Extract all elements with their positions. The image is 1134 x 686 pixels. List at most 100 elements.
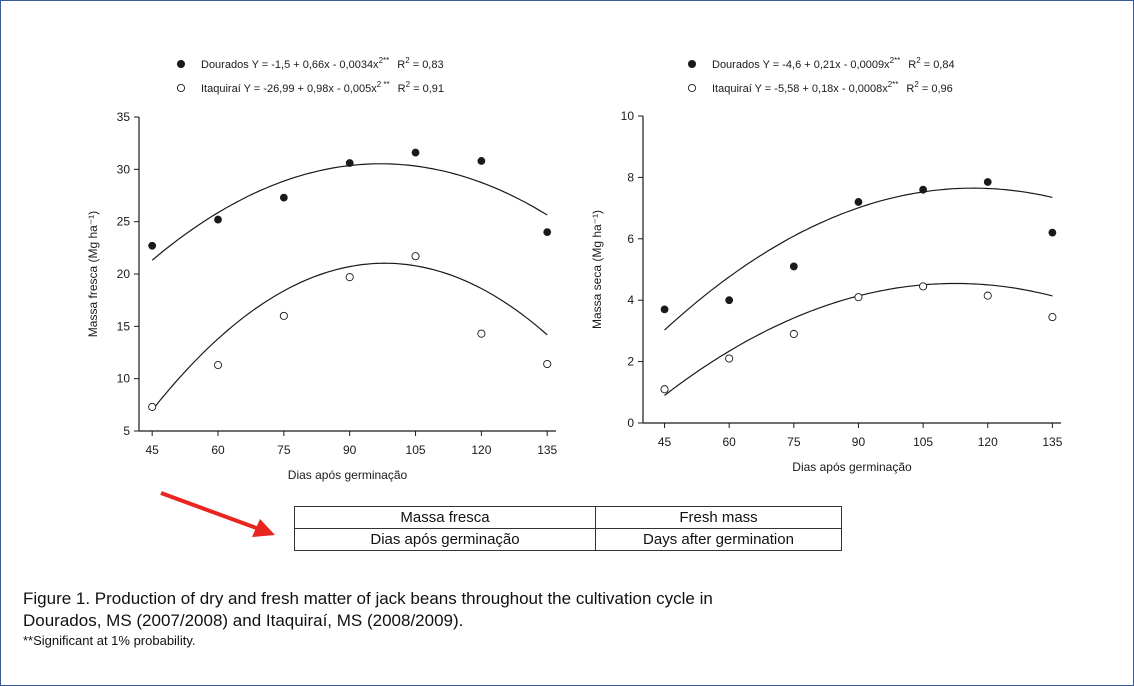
x-tick-label: 60 — [211, 443, 225, 457]
data-point-itaquirai — [983, 291, 992, 300]
legend-text-part: 2 — [916, 56, 921, 65]
y-axis-title: Massa fresca (Mg ha⁻¹) — [86, 211, 100, 337]
legend-marker — [176, 83, 186, 93]
translation-table: Massa fresca Fresh mass Dias após germin… — [294, 506, 842, 551]
y-tick-label: 10 — [621, 109, 635, 123]
chart-fresh-mass: 5 10 15 20 25 30 35 45 60 75 90 105 120 135 Dias após … — [86, 56, 558, 482]
x-axis-title: Dias após germinação — [792, 460, 912, 474]
x-tick-label: 90 — [852, 435, 866, 449]
legend-text-part: R — [397, 59, 405, 71]
fit-curve-0 — [664, 187, 1053, 331]
legend-text-part: R — [906, 83, 914, 95]
x-tick-label: 75 — [277, 443, 291, 457]
x-tick-label: 75 — [787, 435, 801, 449]
fit-curve-1 — [151, 262, 548, 411]
data-point-itaquirai — [477, 329, 486, 338]
x-tick-label: 105 — [913, 435, 933, 449]
x-tick-label: 120 — [471, 443, 491, 457]
x-tick-label: 90 — [343, 443, 357, 457]
x-tick-label: 120 — [978, 435, 998, 449]
x-tick-label: 105 — [406, 443, 426, 457]
legend-text-part: Dourados — [201, 59, 249, 71]
legend-text-part: = 0,96 — [919, 83, 953, 95]
legend-text-part: = 0,83 — [410, 59, 444, 71]
caption-note: **Significant at 1% probability. — [23, 633, 196, 648]
legend-text-part: Y = -1,5 + 0,66x - 0,0034x — [252, 59, 379, 71]
data-point-itaquirai — [660, 385, 669, 394]
y-tick-label: 0 — [627, 416, 634, 430]
y-tick-label: 25 — [117, 215, 131, 229]
figure-caption: Figure 1. Production of dry and fresh ma… — [23, 588, 713, 649]
red-arrow-icon — [160, 491, 275, 537]
legend-entry: Dourados Y = -1,5 + 0,66x - 0,0034x2** R2… — [201, 56, 444, 71]
data-point-itaquirai — [789, 329, 798, 339]
legend-text-part: Dourados — [712, 59, 760, 71]
x-tick-label: 45 — [145, 443, 159, 457]
data-point-itaquirai — [1048, 313, 1057, 322]
x-tick-label: 60 — [723, 435, 737, 449]
legend-text-part: R — [398, 83, 406, 95]
y-tick-label: 2 — [627, 355, 634, 369]
legend-marker — [176, 59, 186, 69]
legend-text-part: = 0,91 — [410, 83, 444, 95]
legend-text-part: Y = -5,58 + 0,18x - 0,0008x — [755, 83, 889, 95]
data-point-dourados — [345, 159, 354, 167]
legend-marker — [687, 83, 697, 93]
chart-dry-mass: 0 2 4 6 8 10 45 60 75 90 105 120 135 Dias após germin… — [590, 56, 1063, 474]
caption-line-1: Figure 1. Production of dry and fresh ma… — [23, 589, 713, 608]
table-cell: Dias após germinação — [294, 528, 596, 551]
legend-text-part: = 0,84 — [921, 59, 955, 71]
legend-entry: Dourados Y = -4,6 + 0,21x - 0,0009x2** R2… — [712, 56, 955, 71]
legend-text-part: 2 — [406, 80, 411, 89]
data-point-dourados — [411, 148, 420, 157]
table-cell: Fresh mass — [595, 506, 842, 529]
caption-line-2: Dourados, MS (2007/2008) and Itaquiraí, … — [23, 611, 464, 630]
legend-text-part: Itaquiraí — [201, 83, 241, 95]
legend-text-part: Y = -4,6 + 0,21x - 0,0009x — [763, 59, 890, 71]
legend-text-part: 2** — [890, 56, 901, 65]
legend-text-part: 2 — [914, 80, 919, 89]
data-point-itaquirai — [543, 359, 552, 369]
table-cell: Days after germination — [595, 528, 842, 551]
data-point-dourados — [919, 185, 928, 194]
data-point-itaquirai — [213, 361, 223, 370]
legend-text-part: 2 — [405, 56, 410, 65]
legend-text-part: R — [908, 59, 916, 71]
y-tick-label: 20 — [117, 267, 131, 281]
legend-text-part: 2 ** — [377, 80, 390, 89]
table-row: Dias após germinação Days after germinat… — [294, 528, 842, 551]
legend-marker — [687, 59, 697, 69]
x-tick-label: 45 — [658, 435, 672, 449]
data-point-dourados — [279, 193, 288, 202]
data-point-dourados — [789, 262, 798, 271]
legend-text-part: Itaquiraí — [712, 83, 752, 95]
y-tick-label: 8 — [627, 170, 634, 184]
data-point-itaquirai — [725, 354, 734, 363]
data-point-itaquirai — [345, 273, 354, 282]
table-cell: Massa fresca — [294, 506, 596, 529]
y-tick-label: 35 — [117, 110, 131, 124]
table-row: Massa fresca Fresh mass — [294, 506, 842, 529]
y-tick-label: 30 — [117, 162, 131, 176]
x-tick-label: 135 — [537, 443, 557, 457]
data-point-itaquirai — [279, 311, 288, 320]
y-axis-title: Massa seca (Mg ha⁻¹) — [590, 210, 604, 329]
y-tick-label: 5 — [123, 424, 130, 438]
data-point-dourados — [148, 241, 157, 250]
data-point-dourados — [854, 198, 863, 206]
x-tick-label: 135 — [1042, 435, 1062, 449]
legend-text-part: 2** — [888, 80, 899, 89]
data-point-dourados — [660, 305, 669, 314]
data-point-itaquirai — [411, 252, 420, 261]
fit-curve-0 — [151, 163, 548, 261]
data-point-itaquirai — [854, 293, 863, 302]
legend-entry: Itaquiraí Y = -26,99 + 0,98x - 0,005x2 *… — [201, 80, 444, 95]
data-point-dourados — [477, 157, 486, 165]
data-point-dourados — [214, 215, 222, 224]
x-axis-title: Dias após germinação — [288, 468, 408, 482]
legend-entry: Itaquiraí Y = -5,58 + 0,18x - 0,0008x2**… — [712, 80, 953, 95]
y-tick-label: 4 — [627, 293, 634, 307]
data-point-dourados — [725, 296, 734, 305]
data-point-itaquirai — [148, 402, 157, 411]
